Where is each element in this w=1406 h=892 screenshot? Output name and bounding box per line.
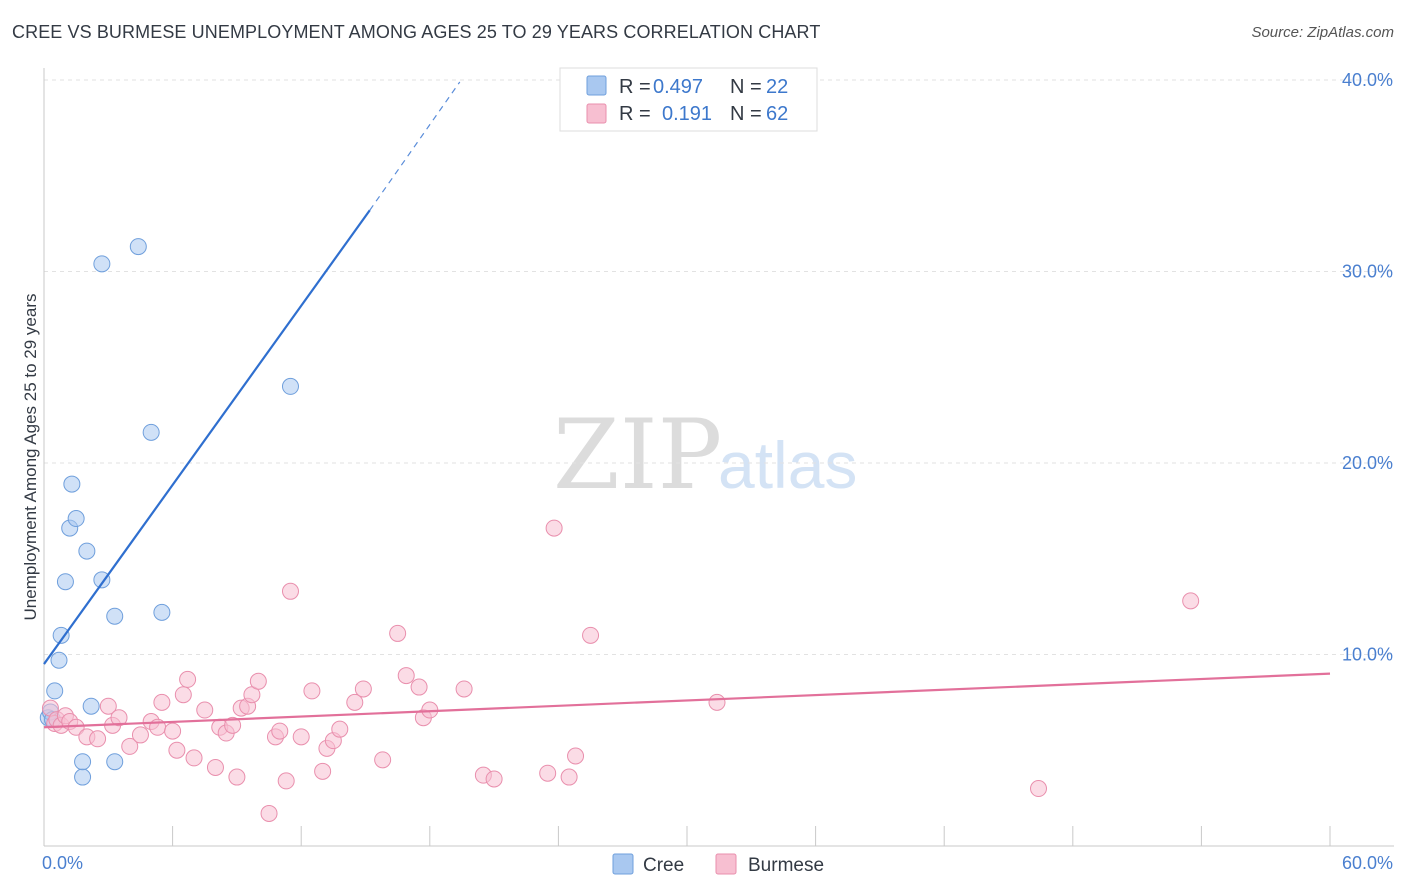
burmese-point <box>1182 592 1200 610</box>
burmese-point <box>314 762 332 780</box>
cree-point <box>281 377 299 395</box>
burmese-point <box>485 770 503 788</box>
burmese-point <box>397 667 415 685</box>
y-tick-label: 30.0% <box>1342 262 1393 282</box>
cree-trend-extension <box>369 81 461 211</box>
legend-r-value-cree: 0.497 <box>653 76 703 98</box>
burmese-point <box>131 726 149 744</box>
burmese-point <box>567 747 585 765</box>
burmese-point <box>99 697 117 715</box>
cree-point <box>56 573 74 591</box>
burmese-point <box>164 722 182 740</box>
data-points <box>39 238 1200 822</box>
burmese-point <box>110 709 128 727</box>
burmese-point <box>185 749 203 767</box>
burmese-point <box>153 693 171 711</box>
y-tick-label: 20.0% <box>1342 453 1393 473</box>
burmese-point <box>582 626 600 644</box>
watermark-atlas: atlas <box>718 428 857 502</box>
burmese-point <box>354 680 372 698</box>
burmese-point <box>292 728 310 746</box>
burmese-point <box>121 737 139 755</box>
cree-point <box>63 475 81 493</box>
legend-swatch-cree <box>586 75 607 96</box>
burmese-point <box>455 680 473 698</box>
bottom-legend: Cree Burmese <box>612 853 824 876</box>
cree-point <box>50 651 68 669</box>
cree-point <box>52 626 70 644</box>
bottom-legend-label-cree: Cree <box>643 855 684 876</box>
burmese-point <box>1030 780 1048 798</box>
cree-point <box>67 510 85 528</box>
cree-point <box>93 255 111 273</box>
burmese-point <box>277 772 295 790</box>
burmese-trend-line <box>43 672 1331 729</box>
cree-point <box>153 603 171 621</box>
cree-point <box>142 423 160 441</box>
burmese-point <box>196 701 214 719</box>
bottom-legend-swatch-burmese <box>715 853 737 875</box>
cree-point <box>106 753 124 771</box>
x-tick-marks <box>43 826 1331 846</box>
cree-point <box>74 753 92 771</box>
y-axis-label: Unemployment Among Ages 25 to 29 years <box>21 294 40 621</box>
burmese-point <box>249 672 267 690</box>
trend-lines <box>43 81 1331 729</box>
cree-point <box>106 607 124 625</box>
burmese-point <box>708 693 726 711</box>
y-tick-label: 10.0% <box>1342 645 1393 665</box>
cree-point <box>82 697 100 715</box>
legend-n-value-burmese: 62 <box>766 103 788 125</box>
cree-point <box>93 571 111 589</box>
burmese-point <box>168 741 186 759</box>
legend-n-value-cree: 22 <box>766 76 788 98</box>
grid-lines <box>44 79 1394 655</box>
burmese-point <box>410 678 428 696</box>
legend-swatch-burmese <box>586 103 607 124</box>
chart-title: CREE VS BURMESE UNEMPLOYMENT AMONG AGES … <box>12 22 821 42</box>
cree-point <box>129 238 147 256</box>
top-legend: R = 0.497 N = 22 R = 0.191 N = 62 <box>559 67 818 132</box>
legend-r-value-burmese: 0.191 <box>662 103 712 125</box>
burmese-point <box>89 730 107 748</box>
burmese-point <box>260 804 278 822</box>
x-tick-label: 0.0% <box>42 853 83 873</box>
legend-n-label-burmese: N = <box>730 103 762 125</box>
legend-n-label-cree: N = <box>730 76 762 98</box>
burmese-point <box>389 624 407 642</box>
burmese-point <box>206 758 224 776</box>
cree-point <box>78 542 96 560</box>
burmese-point <box>281 582 299 600</box>
burmese-point <box>224 716 242 734</box>
burmese-point <box>560 768 578 786</box>
legend-r-label-cree: R = <box>619 76 651 98</box>
cree-point <box>74 768 92 786</box>
burmese-point <box>271 722 289 740</box>
x-tick-labels: 0.0% 60.0% <box>42 853 1393 873</box>
burmese-point <box>539 764 557 782</box>
y-tick-label: 40.0% <box>1342 70 1393 90</box>
cree-trend-line <box>43 209 371 665</box>
burmese-point <box>346 693 364 711</box>
source-label: Source: ZipAtlas.com <box>1251 24 1394 41</box>
legend-r-label-burmese: R = <box>619 103 651 125</box>
watermark-zip: ZIP <box>553 399 722 511</box>
bottom-legend-swatch-cree <box>612 853 634 875</box>
burmese-point <box>545 519 563 537</box>
burmese-point <box>331 720 349 738</box>
burmese-point <box>174 686 192 704</box>
cree-point <box>46 682 64 700</box>
x-tick-label: 60.0% <box>1342 853 1393 873</box>
burmese-point <box>228 768 246 786</box>
burmese-point <box>179 670 197 688</box>
bottom-legend-label-burmese: Burmese <box>748 855 824 876</box>
y-tick-labels: 10.0% 20.0% 30.0% 40.0% <box>1342 70 1393 665</box>
burmese-point <box>374 751 392 769</box>
burmese-point <box>303 682 321 700</box>
